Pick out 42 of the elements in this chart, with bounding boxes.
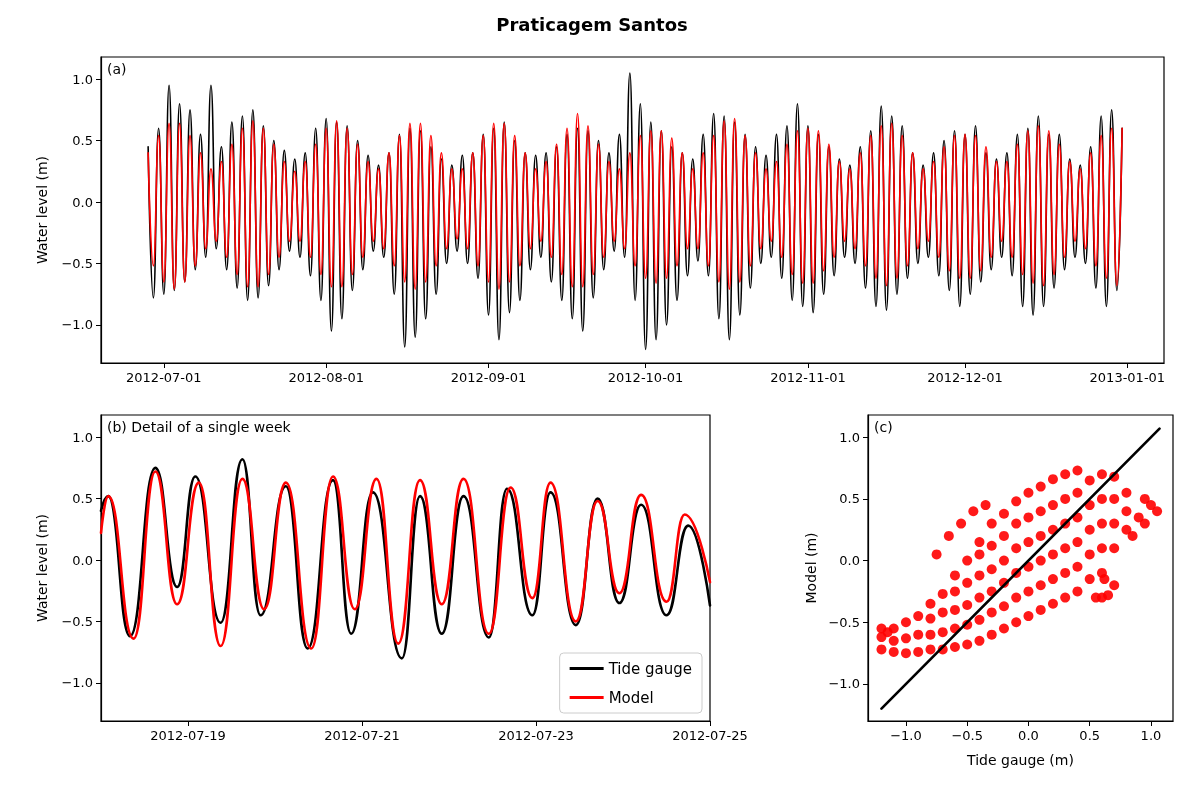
x-tick-label: 2012-07-19 xyxy=(150,728,226,743)
x-tick-label: 1.0 xyxy=(1140,728,1162,743)
y-tick-label: 1.0 xyxy=(72,71,93,87)
y-tick-label: −0.5 xyxy=(61,613,93,629)
y-tick-label: −0.5 xyxy=(828,614,860,630)
y-tick-label: −0.5 xyxy=(61,255,93,271)
x-tick-label: 2012-07-01 xyxy=(126,370,202,385)
y-tick-label: 1.0 xyxy=(839,429,860,445)
annotation: (c) xyxy=(874,419,893,435)
y-tick-label: 0.5 xyxy=(72,491,93,507)
chart-title: Praticagem Santos xyxy=(496,13,688,35)
x-tick-label: 2012-07-21 xyxy=(324,728,400,743)
x-tick-label: 2012-12-01 xyxy=(927,370,1003,385)
annotation: (a) xyxy=(107,61,127,77)
y-tick-label: −1.0 xyxy=(61,675,93,691)
legend-label: Model xyxy=(608,688,654,707)
y-tick-label: 0.5 xyxy=(839,491,860,507)
legend-label: Tide gauge xyxy=(607,659,692,678)
y-tick-label: 0.5 xyxy=(72,133,93,149)
y-tick-label: 1.0 xyxy=(72,429,93,445)
y-tick-label: 0.0 xyxy=(72,194,93,210)
x-tick-label: 2012-07-23 xyxy=(498,728,574,743)
x-tick-label: 0.0 xyxy=(1018,728,1039,743)
x-tick-label: 2012-10-01 xyxy=(607,370,684,385)
x-tick-label: −1.0 xyxy=(890,728,922,743)
x-tick-label: 2012-09-01 xyxy=(450,370,527,385)
x-tick-label: 2012-07-25 xyxy=(672,728,748,743)
y-tick-label: −1.0 xyxy=(828,676,860,692)
x-axis-title: Tide gauge (m) xyxy=(966,752,1074,768)
y-tick-label: 0.0 xyxy=(72,552,93,568)
line-series xyxy=(147,112,1123,291)
x-tick-label: 2013-01-01 xyxy=(1089,370,1166,385)
y-axis-title: Model (m) xyxy=(802,532,819,604)
x-tick-label: −0.5 xyxy=(951,728,984,743)
y-tick-label: −1.0 xyxy=(61,317,93,333)
x-tick-label: 2012-08-01 xyxy=(288,370,364,385)
annotation: (b) Detail of a single week xyxy=(107,419,292,435)
y-tick-label: 0.0 xyxy=(839,553,860,569)
y-axis-title: Water level (m) xyxy=(34,155,50,265)
y-axis-title: Water level (m) xyxy=(34,513,50,623)
x-tick-label: 0.5 xyxy=(1079,728,1101,743)
x-tick-label: 2012-11-01 xyxy=(770,370,846,385)
